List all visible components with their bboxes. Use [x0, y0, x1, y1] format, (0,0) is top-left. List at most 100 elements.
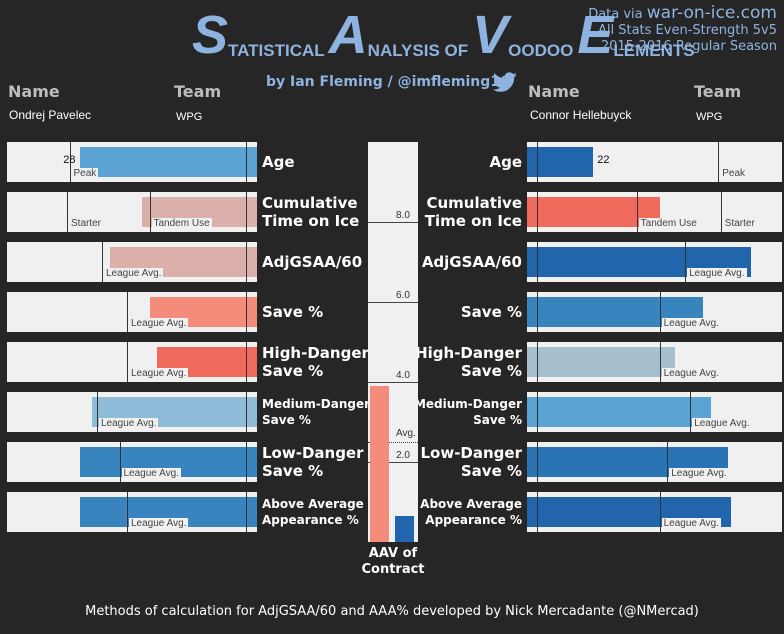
aav-tick-label-3: 8.0: [396, 210, 410, 221]
right-ref-line-4-0: [659, 342, 661, 382]
left-panel-3: League Avg.: [7, 292, 257, 332]
right-name-header: Name: [528, 82, 580, 101]
right-metric-line-4-0: High-Danger: [415, 344, 522, 362]
right-metric-line-6-0: Low-Danger: [420, 444, 522, 462]
right-player-team: WPG: [696, 111, 723, 123]
right-metric-label-5: Medium-Danger Save %: [414, 396, 522, 428]
left-panel-1: Tandem Use Starter: [7, 192, 257, 232]
right-metric-label-3: Save %: [461, 303, 522, 321]
right-ref-line-2-0: [685, 242, 687, 282]
right-ref-label-7-0: League Avg.: [661, 518, 722, 530]
right-ref-label-3-0: League Avg.: [661, 318, 722, 330]
left-ref-label-6-0: League Avg.: [121, 468, 181, 480]
right-metric-label-7: Above Average Appearance %: [420, 496, 522, 528]
right-metric-line-2-0: AdjGSAA/60: [421, 253, 522, 271]
left-ref-line-1-0: [149, 192, 151, 232]
right-metric-line-1-0: Cumulative: [426, 194, 522, 212]
left-metric-label-1: Cumulative Time on Ice: [262, 194, 359, 230]
right-metric-label-0: Age: [489, 153, 522, 171]
right-ref-label-6-0: League Avg.: [669, 468, 729, 480]
left-ref-label-7-0: League Avg.: [129, 518, 189, 530]
source-site: war-on-ice.com: [646, 3, 777, 23]
right-metric-line-1-1: Time on Ice: [424, 212, 522, 230]
right-ref-line-7-0: [659, 492, 661, 532]
left-metric-label-6: Low-Danger Save %: [262, 444, 364, 480]
left-ref-label-1-0: Tandem Use: [151, 218, 212, 230]
left-edge-line-4: [246, 342, 247, 382]
left-metric-label-5: Medium-Danger Save %: [262, 396, 370, 428]
left-panel-4: League Avg.: [7, 342, 257, 382]
left-metric-line-7-1: Appearance %: [262, 513, 359, 527]
left-ref-line-7-0: [127, 492, 128, 532]
right-edge-line-5: [537, 392, 538, 432]
right-metric-line-6-1: Save %: [460, 462, 522, 480]
right-ref-line-3-0: [659, 292, 661, 332]
left-ref-label-3-0: League Avg.: [129, 318, 189, 330]
left-ref-line-1-1: [67, 192, 68, 232]
right-metric-label-4: High-Danger Save %: [415, 344, 522, 380]
left-edge-line-5: [246, 392, 247, 432]
left-metric-line-4-1: Save %: [262, 362, 324, 380]
title-word-0: TATISTICAL: [228, 41, 325, 60]
left-ref-label-1-1: Starter: [69, 218, 104, 230]
left-ref-label-2-0: League Avg.: [104, 268, 164, 280]
right-panel-2: League Avg.: [527, 242, 782, 282]
left-team-header: Team: [174, 82, 222, 101]
aav-tick-label-0: 2.0: [396, 450, 410, 461]
data-source: Data via war-on-ice.com All Stats Even-S…: [588, 5, 777, 55]
left-edge-line-0: [246, 142, 247, 182]
aav-right-bar: [395, 516, 414, 542]
right-edge-line-7: [537, 492, 538, 532]
left-metric-label-4: High-Danger Save %: [262, 344, 369, 380]
twitter-bird-icon: [492, 72, 518, 98]
aav-avg-label: Avg.: [396, 428, 416, 439]
right-edge-line-1: [537, 192, 538, 232]
aav-title-line-0: AAV of: [368, 546, 418, 561]
title-initial-3: E: [577, 5, 614, 65]
left-metric-label-3: Save %: [262, 303, 323, 321]
right-metric-line-3-0: Save %: [460, 303, 522, 321]
left-metric-label-7: Above Average Appearance %: [262, 496, 364, 528]
aav-tick-label-2: 6.0: [396, 290, 410, 301]
right-metric-line-5-0: Medium-Danger: [413, 397, 522, 411]
title-initial-0: S: [192, 5, 229, 65]
title-initial-2: V: [472, 5, 509, 65]
title-word-3: LEMENTS: [613, 41, 695, 60]
right-panel-6: League Avg.: [527, 442, 782, 482]
left-ref-line-5-0: [97, 392, 98, 432]
right-panel-5: League Avg.: [527, 392, 782, 432]
right-ref-label-1-0: Tandem Use: [638, 218, 699, 230]
aav-title: AAV of Contract: [356, 546, 430, 578]
right-bar-0: [527, 147, 594, 177]
aav-left-bar: [370, 386, 389, 542]
left-player-name: Ondrej Pavelec: [9, 108, 92, 122]
right-edge-line-0: [537, 142, 538, 182]
right-metric-label-1: Cumulative Time on Ice: [425, 194, 522, 230]
footer-credit: Methods of calculation for AdjGSAA/60 an…: [85, 604, 699, 619]
right-ref-line-5-0: [690, 392, 692, 432]
left-ref-label-5-0: League Avg.: [99, 418, 159, 430]
aav-tick-1: [368, 382, 418, 383]
left-panel-2: League Avg.: [7, 242, 257, 282]
aav-tick-label-1: 4.0: [396, 370, 410, 381]
left-edge-line-1: [246, 192, 247, 232]
right-panel-3: League Avg.: [527, 292, 782, 332]
right-ref-label-0-0: Peak: [720, 168, 748, 180]
left-metric-label-0: Age: [262, 153, 295, 171]
left-player-team: WPG: [176, 111, 203, 123]
left-metric-line-7-0: Above Average: [262, 497, 364, 511]
aav-tick-2: [368, 302, 418, 303]
source-line-2: All Stats Even-Strength 5v5: [597, 23, 777, 38]
aav-title-line-1: Contract: [361, 562, 425, 577]
right-metric-line-7-1: Appearance %: [425, 513, 522, 527]
left-edge-line-6: [246, 442, 247, 482]
left-ref-label-0-0: Peak: [71, 168, 99, 180]
right-player-name: Connor Hellebuyck: [530, 108, 632, 122]
left-name-header: Name: [8, 82, 60, 101]
right-ref-line-1-1: [720, 192, 722, 232]
source-line-3: 2015-2016 Regular Season: [600, 39, 777, 54]
right-ref-line-6-0: [667, 442, 669, 482]
aav-tick-3: [368, 222, 418, 223]
left-edge-line-7: [246, 492, 247, 532]
left-bar-0: [79, 147, 257, 177]
